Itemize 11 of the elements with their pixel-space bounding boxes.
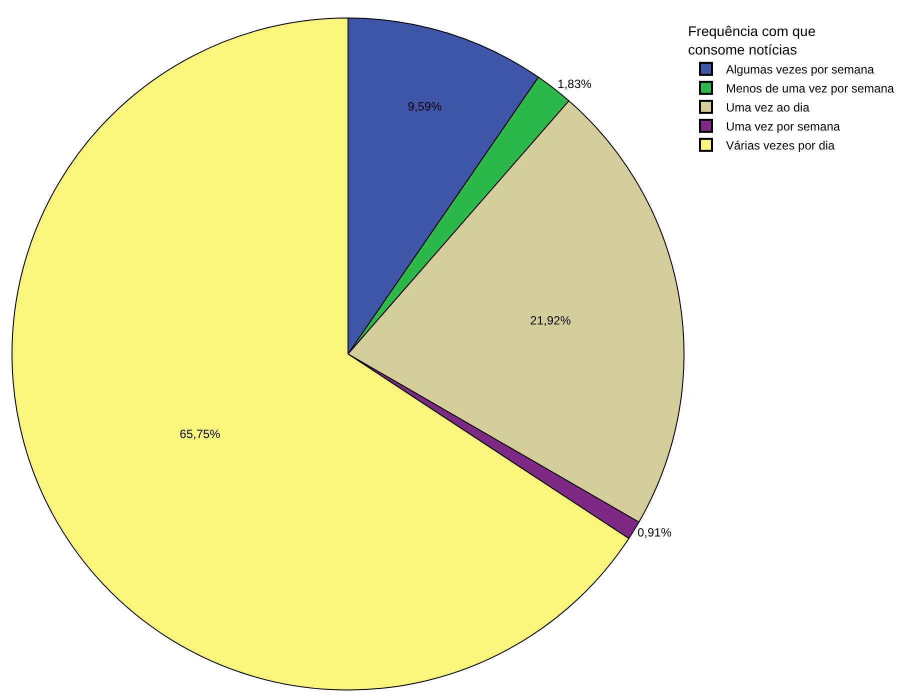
legend-title: Frequência com que consome notícias — [688, 23, 816, 58]
data-label: 9,59% — [408, 100, 442, 114]
legend-label: Várias vezes por dia — [726, 138, 836, 153]
legend-label: Menos de uma vez por semana — [726, 82, 894, 96]
data-label: 65,75% — [180, 426, 221, 441]
data-label: 21,92% — [530, 313, 572, 328]
legend-label: Algumas vezes por semana — [726, 62, 874, 77]
legend-label: Uma vez ao dia — [726, 100, 810, 115]
legend-label: Uma vez por semana — [726, 120, 840, 134]
data-label: 1,83% — [558, 77, 592, 92]
data-label: 0,91% — [637, 525, 672, 540]
